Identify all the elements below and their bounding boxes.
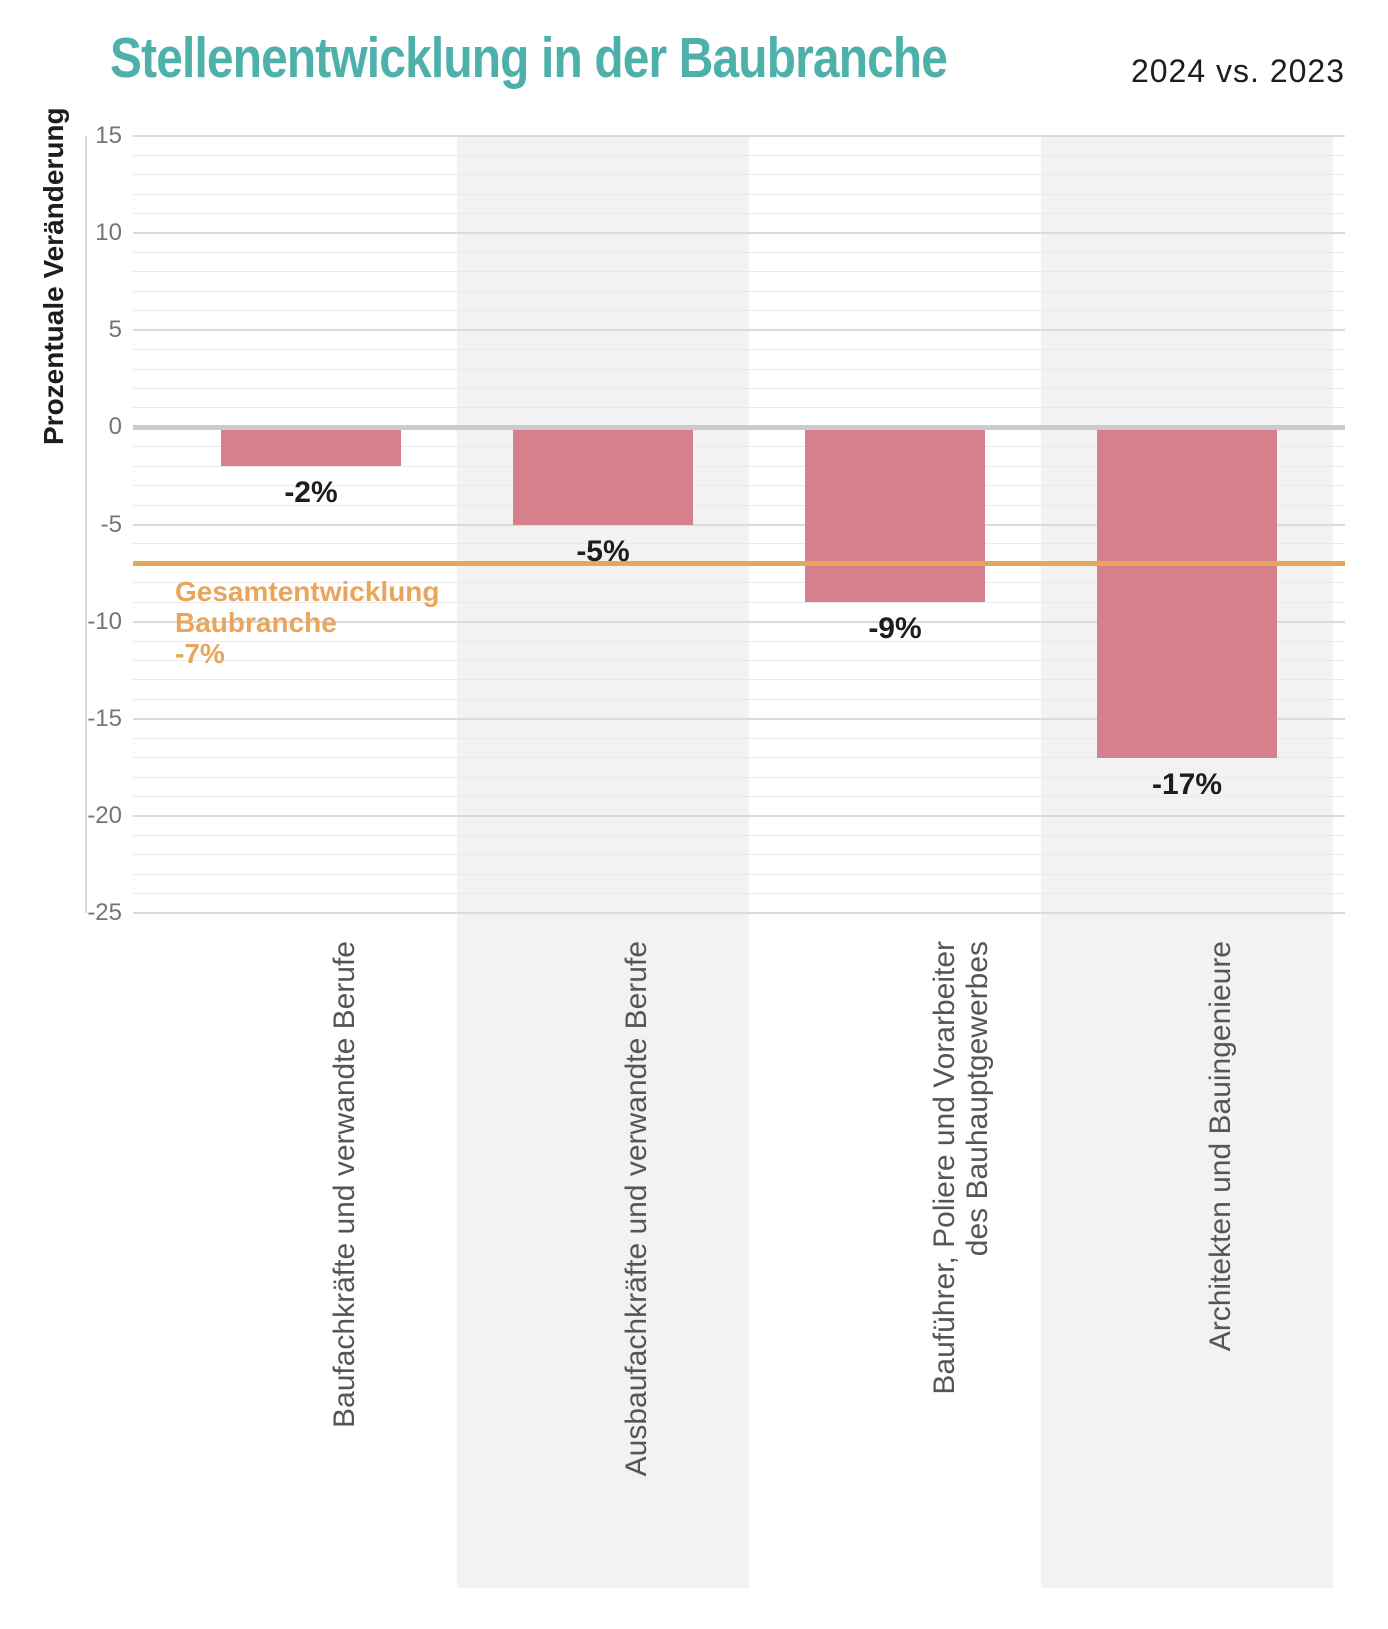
- y-tick-label: -15: [87, 704, 122, 732]
- gridline-minor: [133, 154, 1345, 156]
- category-label: Baufachkräfte und verwandte Berufe: [327, 941, 361, 1428]
- reference-line-label: Gesamtentwicklung Baubranche -7%: [175, 576, 440, 669]
- column-band: [1041, 136, 1333, 1588]
- gridline-minor: [133, 659, 1345, 661]
- gridline-major: [133, 717, 1345, 720]
- gridline-minor: [133, 795, 1345, 797]
- gridline-minor: [133, 290, 1345, 292]
- gridline-minor: [133, 388, 1345, 390]
- y-axis-spine: [85, 136, 87, 913]
- gridline-minor: [133, 174, 1345, 176]
- gridline-minor: [133, 485, 1345, 487]
- reference-line: [133, 560, 1345, 566]
- gridline-minor: [133, 543, 1345, 545]
- y-tick-label: 0: [108, 413, 122, 441]
- chart-title: Stellenentwicklung in der Baubranche: [110, 26, 948, 90]
- gridline-minor: [133, 407, 1345, 409]
- gridline-major: [133, 329, 1345, 332]
- gridline-minor: [133, 854, 1345, 856]
- gridline-minor: [133, 757, 1345, 759]
- gridline-minor: [133, 271, 1345, 273]
- y-tick-label: -20: [87, 801, 122, 829]
- y-tick-label: -25: [87, 899, 122, 926]
- gridline-minor: [133, 776, 1345, 778]
- chart-subtitle: 2024 vs. 2023: [1130, 53, 1345, 89]
- gridline-minor: [133, 893, 1345, 895]
- gridline-major: [133, 814, 1345, 817]
- y-tick-label: 5: [108, 316, 122, 344]
- gridline-major: [133, 912, 1345, 914]
- gridline-major: [133, 620, 1345, 623]
- column-band: [457, 136, 749, 1588]
- gridline-minor: [133, 601, 1345, 603]
- bar: [221, 427, 401, 467]
- y-axis-title: Prozentuale Veränderung: [38, 107, 69, 445]
- category-label: Ausbaufachkräfte und verwandte Berufe: [619, 941, 653, 1477]
- category-label: Bauführer, Poliere und Vorarbeiter des B…: [928, 941, 994, 1395]
- category-label: Architekten und Bauingenieure: [1203, 941, 1237, 1352]
- gridline-minor: [133, 873, 1345, 875]
- y-tick-label: 10: [95, 219, 122, 247]
- gridline-major: [133, 232, 1345, 235]
- zero-line: [133, 424, 1345, 430]
- gridline-minor: [133, 310, 1345, 312]
- gridline-minor: [133, 213, 1345, 215]
- gridline-minor: [133, 368, 1345, 370]
- gridline-major: [133, 523, 1345, 526]
- gridline-minor: [133, 193, 1345, 195]
- gridline-minor: [133, 252, 1345, 254]
- gridline-minor: [133, 349, 1345, 351]
- gridline-minor: [133, 834, 1345, 836]
- bar-value-label: -9%: [868, 612, 922, 646]
- y-tick-label: 15: [95, 122, 122, 149]
- gridline-major: [133, 135, 1345, 137]
- bar: [1097, 427, 1277, 758]
- gridline-minor: [133, 582, 1345, 584]
- bar-value-label: -2%: [284, 476, 338, 510]
- bar-value-label: -17%: [1151, 767, 1223, 801]
- gridline-minor: [133, 679, 1345, 681]
- bar: [805, 427, 985, 603]
- bar-value-label: -5%: [576, 534, 630, 568]
- gridline-minor: [133, 504, 1345, 506]
- y-tick-label: -10: [87, 607, 122, 635]
- gridline-minor: [133, 465, 1345, 467]
- gridline-minor: [133, 446, 1345, 448]
- y-tick-label: -5: [100, 510, 122, 538]
- gridline-minor: [133, 698, 1345, 700]
- gridline-minor: [133, 737, 1345, 739]
- bar: [513, 427, 693, 525]
- gridline-minor: [133, 640, 1345, 642]
